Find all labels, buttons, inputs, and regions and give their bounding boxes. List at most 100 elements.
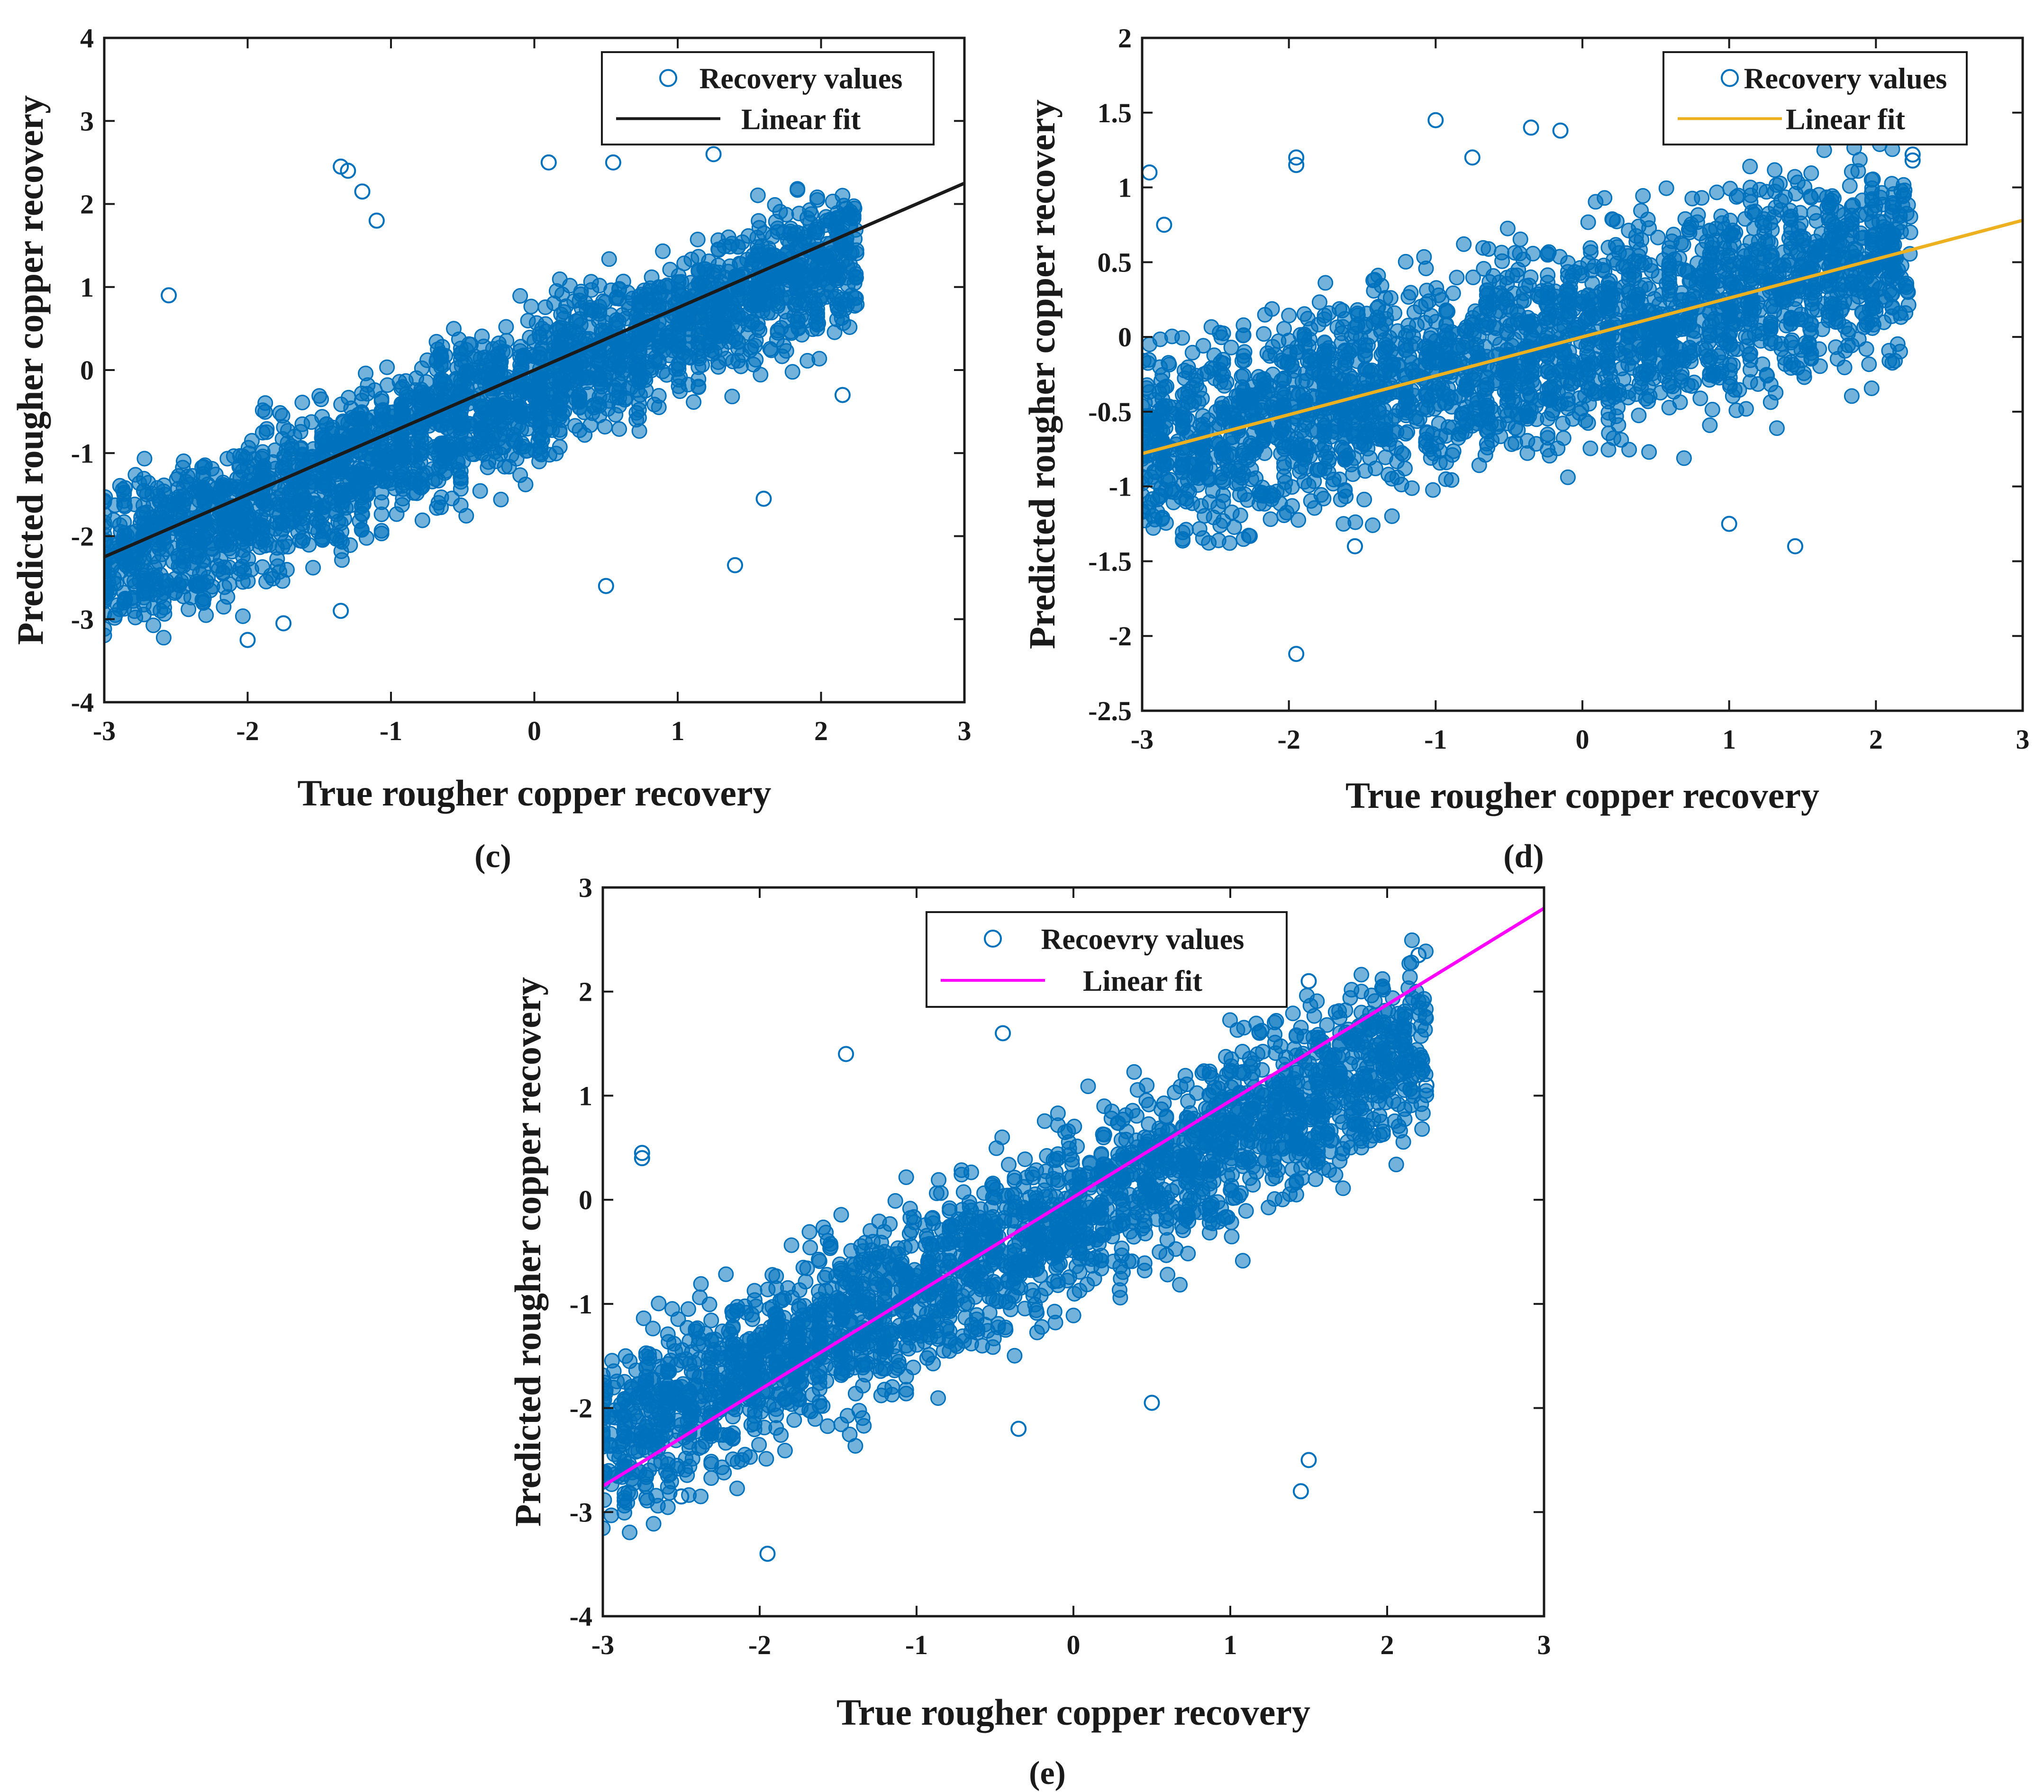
data-point bbox=[806, 224, 822, 240]
data-point bbox=[280, 539, 296, 555]
data-point bbox=[730, 308, 746, 324]
data-point bbox=[835, 207, 851, 223]
data-point bbox=[151, 554, 167, 570]
data-point bbox=[1581, 396, 1597, 412]
data-point bbox=[778, 281, 794, 297]
data-point bbox=[1445, 443, 1462, 459]
outlier-point bbox=[340, 163, 356, 179]
outlier-point bbox=[161, 287, 177, 304]
data-point bbox=[778, 343, 794, 359]
data-point bbox=[749, 229, 765, 245]
data-point bbox=[611, 313, 627, 329]
data-point bbox=[1236, 353, 1253, 369]
data-point bbox=[1444, 472, 1460, 488]
data-point bbox=[1580, 214, 1596, 230]
data-point bbox=[221, 576, 237, 592]
data-point bbox=[583, 274, 599, 290]
data-point bbox=[671, 287, 687, 303]
data-point bbox=[520, 313, 536, 329]
data-point bbox=[662, 262, 678, 278]
data-point bbox=[673, 274, 690, 290]
data-point bbox=[136, 483, 152, 499]
data-point bbox=[690, 232, 706, 247]
data-point bbox=[1582, 440, 1599, 456]
data-point bbox=[672, 317, 688, 333]
y-tick-label: 1 bbox=[80, 272, 94, 303]
data-point bbox=[127, 609, 144, 625]
data-point bbox=[591, 368, 608, 384]
data-point bbox=[1560, 469, 1576, 485]
y-tick-label: 4 bbox=[80, 23, 94, 54]
data-point bbox=[235, 574, 251, 590]
data-point bbox=[1235, 531, 1252, 547]
data-point bbox=[537, 316, 554, 332]
data-point bbox=[1499, 220, 1516, 236]
data-point bbox=[204, 579, 220, 595]
data-point bbox=[809, 189, 825, 205]
data-point bbox=[371, 413, 387, 429]
legend-marker-icon-c bbox=[659, 69, 677, 87]
y-tick-label: 0 bbox=[80, 355, 94, 386]
data-point bbox=[631, 371, 647, 388]
data-point bbox=[710, 354, 727, 370]
data-point bbox=[197, 457, 213, 473]
data-point bbox=[493, 491, 509, 507]
outlier-point bbox=[239, 632, 256, 648]
y-tick-label: 3 bbox=[80, 106, 94, 136]
data-point bbox=[1416, 249, 1432, 265]
data-point bbox=[564, 355, 581, 371]
data-point bbox=[294, 494, 310, 510]
data-point bbox=[1754, 356, 1771, 372]
data-point bbox=[104, 507, 112, 523]
data-point bbox=[195, 528, 211, 544]
data-point bbox=[145, 567, 162, 583]
outlier-point bbox=[755, 490, 772, 507]
data-point bbox=[1728, 402, 1744, 418]
data-point bbox=[512, 408, 528, 424]
data-point bbox=[1367, 461, 1383, 477]
data-point bbox=[1796, 284, 1812, 300]
data-point bbox=[498, 319, 514, 335]
data-point bbox=[1309, 462, 1325, 478]
data-point bbox=[200, 476, 216, 492]
data-point bbox=[414, 360, 430, 376]
data-point bbox=[338, 500, 354, 516]
outlier-point bbox=[598, 578, 614, 594]
data-point bbox=[393, 397, 409, 413]
data-point bbox=[442, 423, 458, 439]
data-point bbox=[1694, 190, 1710, 206]
data-point bbox=[601, 393, 617, 409]
data-point bbox=[698, 261, 713, 277]
data-point bbox=[216, 599, 232, 615]
data-point bbox=[631, 410, 647, 426]
data-point bbox=[432, 373, 448, 389]
data-point bbox=[842, 319, 858, 335]
data-point bbox=[523, 299, 539, 315]
data-point bbox=[1175, 533, 1191, 549]
data-point bbox=[373, 393, 390, 409]
data-point bbox=[651, 388, 667, 404]
data-point bbox=[104, 588, 112, 604]
data-point bbox=[532, 329, 548, 345]
data-point bbox=[710, 311, 727, 327]
data-point bbox=[309, 497, 325, 513]
data-point bbox=[846, 290, 863, 306]
data-point bbox=[1631, 407, 1647, 424]
data-point bbox=[332, 532, 348, 548]
data-point bbox=[541, 411, 557, 427]
data-point bbox=[1264, 301, 1280, 317]
data-point bbox=[835, 188, 851, 204]
data-point bbox=[354, 522, 370, 538]
data-point bbox=[475, 430, 491, 446]
data-point bbox=[748, 333, 764, 349]
data-point bbox=[1324, 423, 1340, 439]
outlier-point bbox=[333, 603, 349, 619]
data-point bbox=[1164, 328, 1180, 344]
data-point bbox=[474, 400, 491, 416]
data-point bbox=[414, 512, 430, 528]
legend-label-recovery-c: Recovery values bbox=[700, 63, 903, 95]
data-point bbox=[586, 399, 602, 416]
data-point bbox=[1902, 224, 1918, 240]
data-point bbox=[565, 394, 581, 410]
